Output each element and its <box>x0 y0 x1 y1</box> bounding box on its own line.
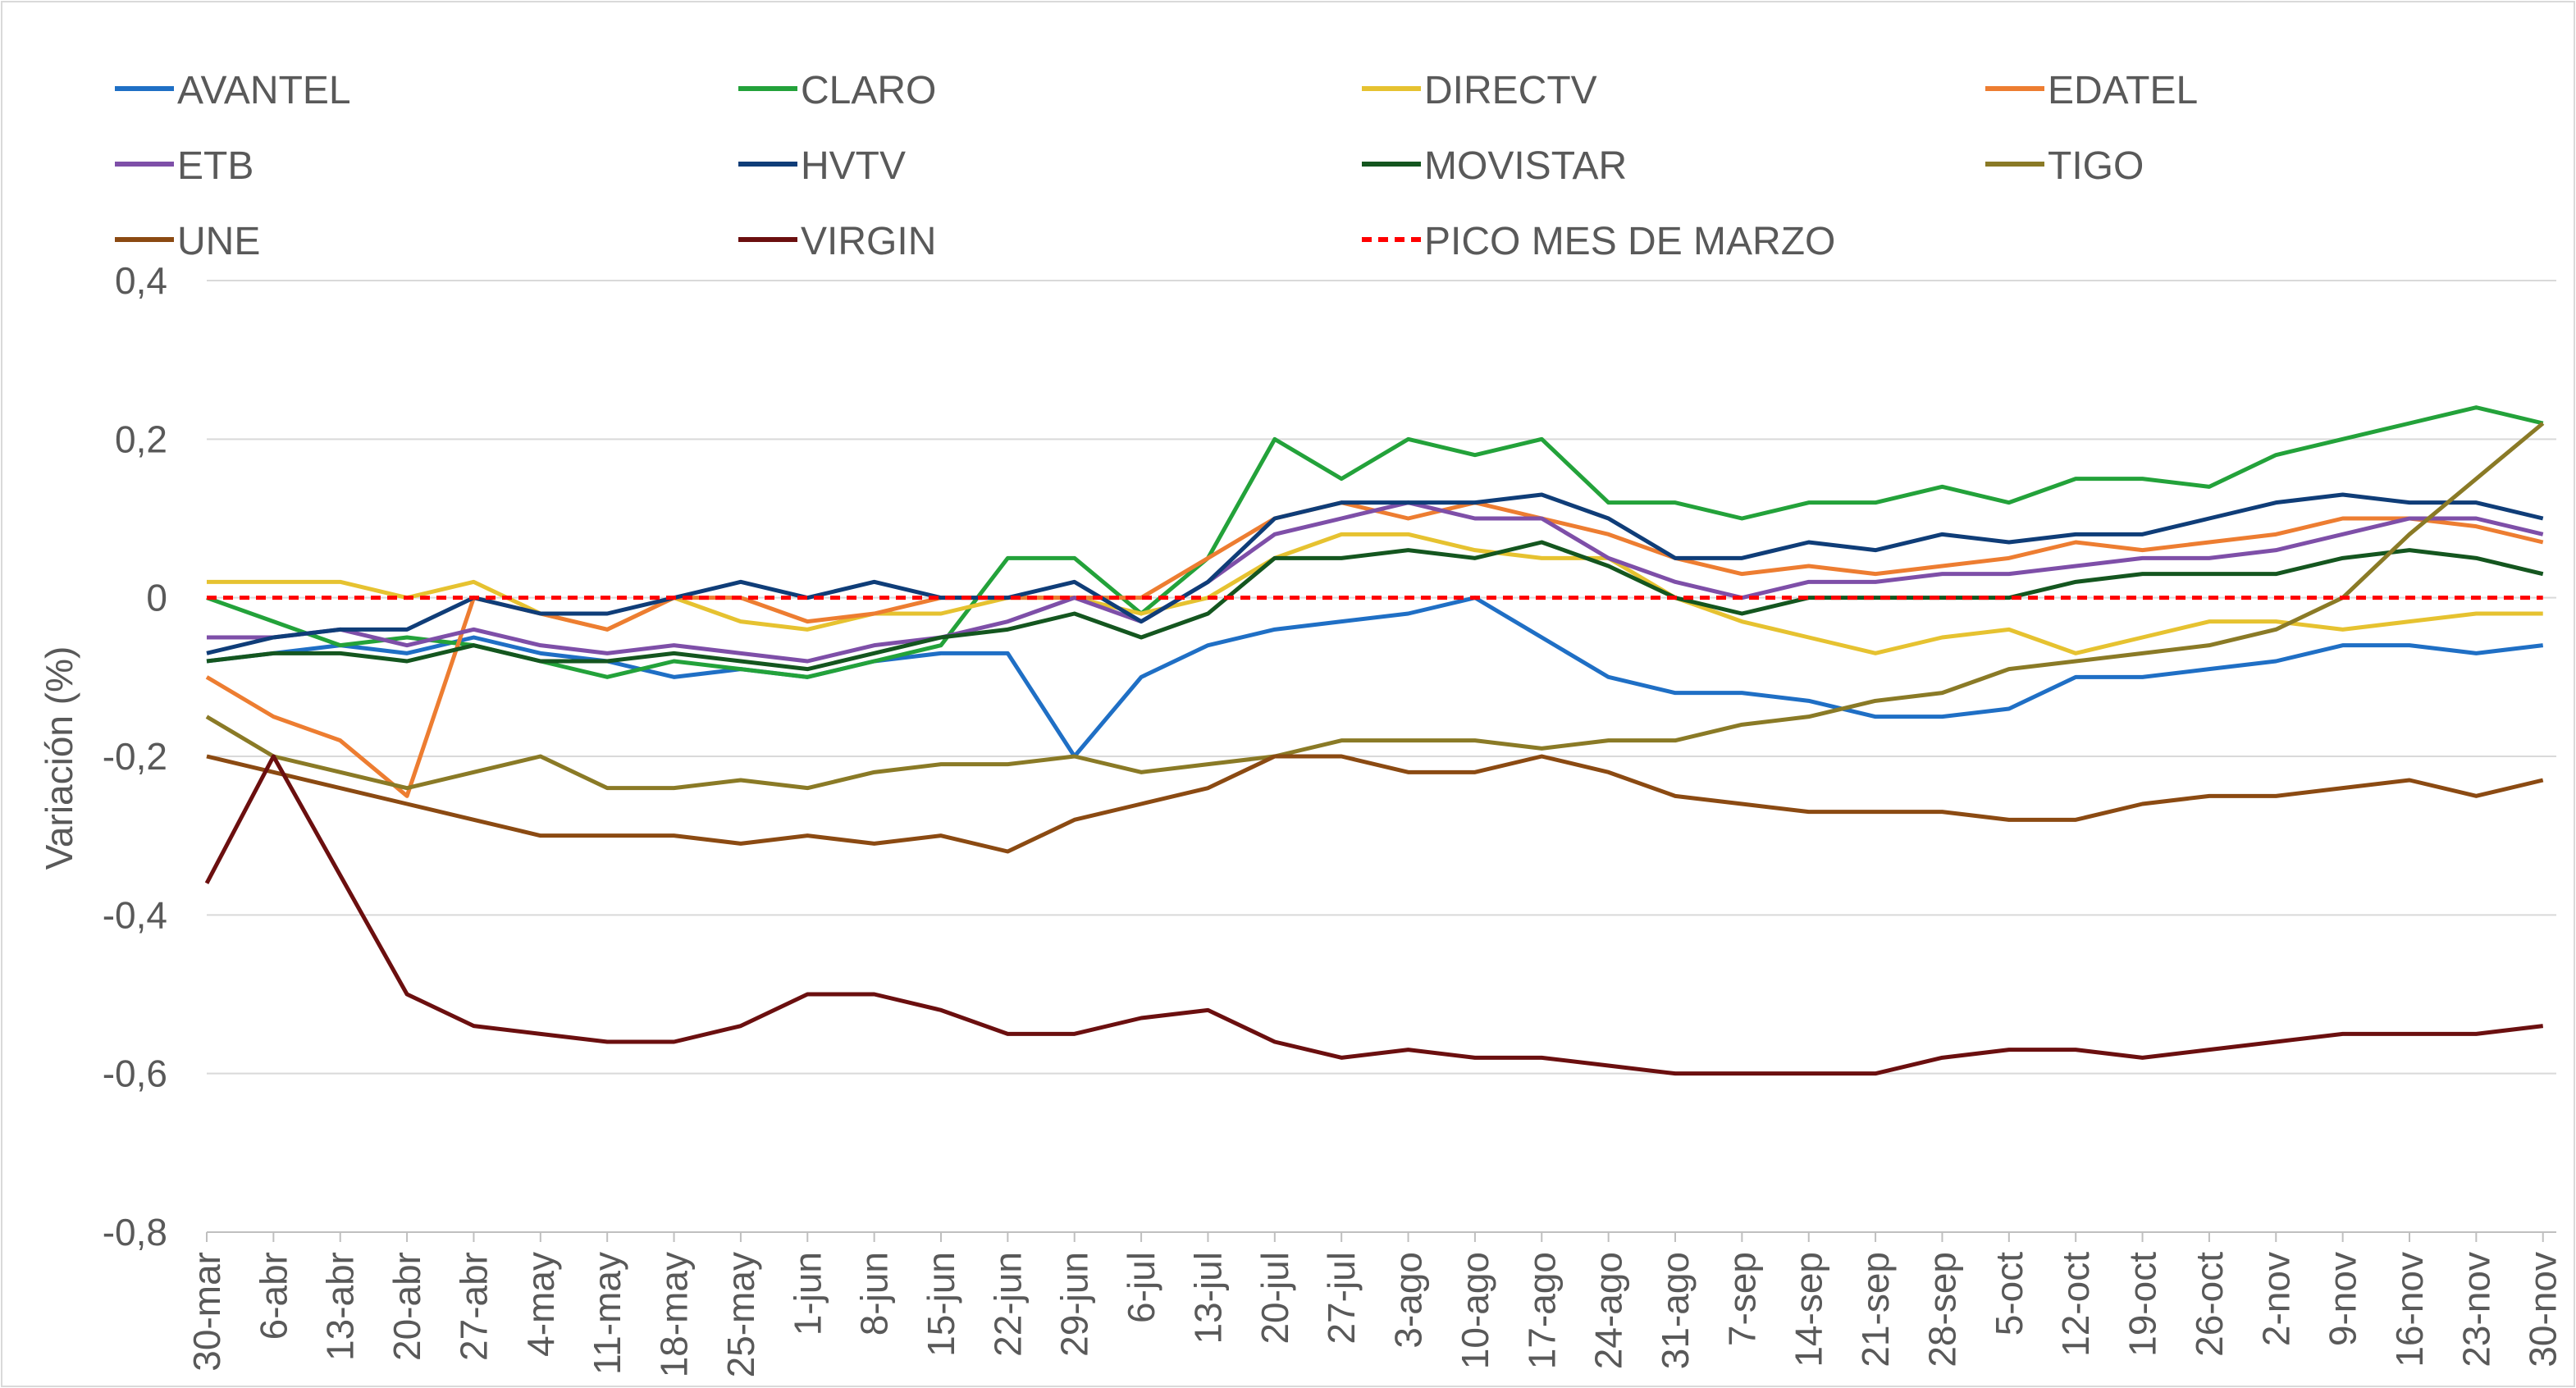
legend-label: AVANTEL <box>177 69 351 112</box>
x-tick-label: 13-abr <box>319 1252 362 1361</box>
y-tick-label: 0,2 <box>115 418 167 460</box>
x-tick-label: 31-ago <box>1654 1252 1697 1369</box>
series-line <box>206 540 2544 672</box>
legend-label: HVTV <box>801 144 906 188</box>
x-tick-label: 14-sep <box>1788 1252 1830 1367</box>
x-tick-label: 20-abr <box>386 1252 428 1361</box>
x-tick-label: 15-jun <box>920 1252 962 1357</box>
x-tick-label: 4-may <box>519 1252 562 1357</box>
series-line <box>206 754 2544 854</box>
series-line <box>204 754 2544 1076</box>
series-line <box>205 422 2545 791</box>
x-tick-label: 19-oct <box>2122 1252 2164 1357</box>
x-tick-label: 6-jul <box>1120 1252 1162 1323</box>
y-tick-label: -0,4 <box>103 893 167 936</box>
x-tick-label: 13-jul <box>1186 1252 1229 1345</box>
x-tick-label: 10-ago <box>1454 1252 1496 1369</box>
x-tick-label: 28-sep <box>1921 1252 1963 1367</box>
x-tick-label: 30-mar <box>185 1252 228 1372</box>
x-tick-label: 26-oct <box>2188 1252 2231 1357</box>
x-tick-label: 5-oct <box>1988 1252 2030 1335</box>
x-tick-label: 17-ago <box>1520 1252 1563 1369</box>
x-tick-label: 27-jul <box>1320 1252 1363 1345</box>
x-tick-label: 21-sep <box>1854 1252 1897 1367</box>
x-tick-label: 2-nov <box>2254 1252 2297 1346</box>
x-tick-label: 3-ago <box>1387 1252 1430 1349</box>
series-line <box>206 405 2544 679</box>
legend-label: VIRGIN <box>801 220 936 263</box>
y-tick-label: -0,8 <box>103 1211 167 1253</box>
x-tick-label: 20-jul <box>1254 1252 1296 1345</box>
y-axis-title: Variación (%) <box>38 646 80 870</box>
legend-label: CLARO <box>801 69 936 112</box>
y-tick-label: -0,2 <box>103 735 167 778</box>
legend-label: PICO MES DE MARZO <box>1424 220 1835 263</box>
x-tick-label: 11-may <box>586 1252 628 1375</box>
legend-label: DIRECTV <box>1424 69 1597 112</box>
x-tick-label: 25-may <box>719 1252 762 1377</box>
x-tick-label: 18-may <box>653 1252 696 1377</box>
y-tick-label: -0,6 <box>103 1052 167 1095</box>
x-tick-label: 12-oct <box>2054 1252 2097 1357</box>
legend-label: ETB <box>177 144 253 188</box>
x-tick-label: 8-jun <box>853 1252 896 1335</box>
x-tick-label: 7-sep <box>1720 1252 1763 1346</box>
legend-label: MOVISTAR <box>1424 144 1627 188</box>
series-line <box>206 492 2544 655</box>
legend-label: TIGO <box>2048 144 2144 188</box>
legend-label: UNE <box>177 220 260 263</box>
x-tick-label: 30-nov <box>2522 1252 2565 1367</box>
x-tick-label: 1-jun <box>786 1252 829 1335</box>
legend-label: EDATEL <box>2048 69 2198 112</box>
x-tick-label: 24-ago <box>1587 1252 1630 1369</box>
series-line <box>207 500 2544 664</box>
y-tick-label: 0 <box>146 577 167 619</box>
x-tick-label: 9-nov <box>2322 1252 2364 1346</box>
x-tick-label: 27-abr <box>452 1252 495 1361</box>
x-tick-label: 23-nov <box>2455 1252 2497 1367</box>
y-tick-label: 0,4 <box>115 259 167 302</box>
x-tick-label: 22-jun <box>986 1252 1029 1357</box>
x-tick-label: 6-abr <box>252 1252 295 1340</box>
x-tick-label: 29-jun <box>1053 1252 1096 1357</box>
x-tick-label: 16-nov <box>2388 1252 2431 1367</box>
